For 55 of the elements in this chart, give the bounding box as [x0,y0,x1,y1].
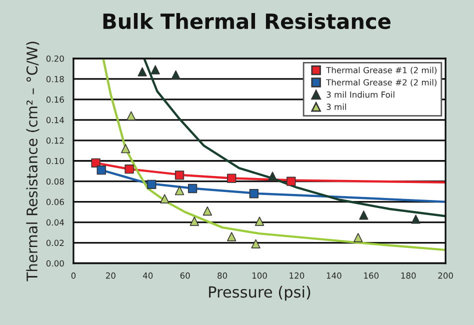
y-tick-label: 0.02 [46,240,64,246]
x-tick-label: 100 [252,272,267,279]
x-tick-label: 20 [106,272,116,279]
point [160,194,170,204]
x-tick-label: 0 [71,272,76,279]
point [150,65,160,74]
point [354,233,363,242]
point [126,111,136,120]
legend-label: Thermal Grease #1 (2 mil) [326,66,437,74]
point [174,170,184,180]
line-series [102,58,446,252]
x-tick-label: 120 [290,272,304,279]
y-tick-label: 0.12 [46,137,64,144]
y-tick-label: 0.16 [46,96,64,103]
point [120,144,130,154]
legend-label: Thermal Grease #2 (2 mil) [326,79,437,86]
x-tick-label: 200 [438,272,453,279]
y-axis-title: Thermal Resistance (cm² – °C/W) [26,42,40,282]
point [147,180,156,190]
point [251,239,260,248]
point [286,176,296,186]
x-tick-label: 80 [218,272,228,279]
point [91,158,100,168]
point [138,67,147,76]
y-tick-label: 0.00 [46,260,64,267]
x-tick-label: 180 [401,272,416,279]
x-tick-label: 40 [142,272,153,279]
point [188,184,198,194]
x-tick-label: 160 [364,272,379,279]
point [254,216,264,226]
y-tick-label: 0.10 [46,158,64,164]
y-tick-label: 0.20 [46,55,64,62]
point [359,210,368,220]
point [171,70,180,80]
point [249,189,259,198]
point [96,166,106,175]
y-tick-label: 0.18 [46,76,64,82]
x-tick-label: 140 [326,272,342,279]
y-tick-label: 0.08 [46,178,64,185]
point [202,206,212,216]
point [190,216,199,226]
chart-title: Bulk Thermal Resistance [103,13,390,30]
legend-label: 3 mil [326,104,346,110]
point [411,214,420,224]
point [268,172,278,181]
y-tick-label: 0.06 [46,198,64,206]
y-tick-label: 0.04 [46,219,64,226]
point [227,232,236,242]
legend-label: 3 mil Indium Foil [326,91,394,98]
point [174,186,184,196]
x-axis-title: Pressure (psi) [209,286,310,301]
point [227,174,236,183]
x-tick-label: 60 [180,272,190,279]
point [124,164,134,174]
y-tick-label: 0.14 [46,116,64,124]
